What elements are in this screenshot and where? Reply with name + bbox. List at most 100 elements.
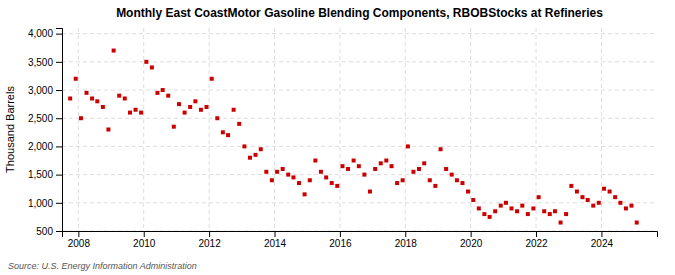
point: [613, 195, 617, 199]
point: [526, 212, 530, 216]
x-tick: 2008: [68, 231, 91, 249]
point: [303, 192, 307, 196]
point: [177, 102, 181, 106]
point: [433, 184, 437, 188]
point: [161, 88, 165, 92]
point: [493, 209, 497, 213]
y-tick-mark: [56, 146, 62, 147]
point: [264, 170, 268, 174]
point: [95, 99, 99, 103]
point: [630, 204, 634, 208]
point: [112, 49, 116, 53]
point: [401, 178, 405, 182]
point: [488, 215, 492, 219]
y-tick-mark: [56, 34, 62, 35]
y-tick-mark: [56, 203, 62, 204]
point: [193, 99, 197, 103]
y-tick-label: 2,500: [28, 113, 53, 124]
y-tick-label: 4,000: [28, 28, 53, 39]
point: [417, 167, 421, 171]
point: [352, 159, 356, 163]
y-tick: 3,500: [28, 57, 62, 68]
y-tick-mark: [56, 118, 62, 119]
point: [155, 91, 159, 95]
point: [335, 184, 339, 188]
x-axis-line: [63, 232, 658, 238]
point: [362, 173, 366, 177]
y-tick-label: 500: [36, 226, 53, 237]
x-tick-mark: [144, 231, 145, 237]
grid-line-x: [78, 28, 79, 231]
x-tick: 2020: [460, 231, 483, 249]
x-tick-label: 2018: [395, 238, 418, 249]
grid-line-y: [62, 174, 657, 175]
point: [215, 116, 219, 120]
point: [330, 181, 334, 185]
point: [537, 195, 541, 199]
point: [74, 77, 78, 81]
y-tick: 2,500: [28, 113, 62, 124]
point: [346, 167, 350, 171]
x-axis: 200820102012201420162018202020222024: [63, 231, 658, 249]
x-tick-mark: [405, 231, 406, 237]
grid-line-y: [62, 33, 657, 34]
point: [597, 201, 601, 205]
y-tick: 4,000: [28, 28, 62, 39]
point: [482, 212, 486, 216]
point: [270, 178, 274, 182]
grid-line-x: [274, 28, 275, 231]
point: [477, 206, 481, 210]
point: [520, 204, 524, 208]
grid-line-y: [62, 146, 657, 147]
point: [275, 170, 279, 174]
point: [139, 111, 143, 115]
point: [471, 198, 475, 202]
points: [68, 49, 639, 225]
x-tick: 2010: [133, 231, 156, 249]
point: [85, 91, 89, 95]
point: [428, 178, 432, 182]
point: [450, 173, 454, 177]
point: [357, 164, 361, 168]
plot-area: 2008201020122014201620182020202220245001…: [28, 28, 658, 249]
x-tick: 2018: [395, 231, 418, 249]
point: [242, 144, 246, 148]
y-tick: 1,500: [28, 169, 62, 180]
x-tick: 2014: [264, 231, 287, 249]
y-tick-mark: [56, 231, 62, 232]
x-tick-mark: [275, 231, 276, 237]
point: [117, 94, 121, 98]
point: [221, 130, 225, 134]
y-tick-mark: [56, 175, 62, 176]
y-tick-label: 2,000: [28, 141, 53, 152]
point: [128, 111, 132, 115]
grid-line-x: [405, 28, 406, 231]
point: [580, 195, 584, 199]
x-tick-label: 2014: [264, 238, 287, 249]
point: [166, 94, 170, 98]
point: [542, 209, 546, 213]
x-tick-label: 2010: [133, 238, 156, 249]
y-tick: 2,000: [28, 141, 62, 152]
point: [254, 153, 258, 157]
point: [90, 96, 94, 100]
point: [586, 198, 590, 202]
point: [390, 164, 394, 168]
point: [210, 77, 214, 81]
point: [411, 170, 415, 174]
point: [291, 175, 295, 179]
point: [608, 190, 612, 194]
point: [324, 175, 328, 179]
x-tick-label: 2016: [329, 238, 352, 249]
chart: 2008201020122014201620182020202220245001…: [0, 0, 675, 275]
point: [248, 156, 252, 160]
point: [602, 187, 606, 191]
x-tick-label: 2022: [525, 238, 548, 249]
point: [624, 206, 628, 210]
grid-line-y: [62, 118, 657, 119]
point: [188, 105, 192, 109]
point: [548, 212, 552, 216]
x-tick-mark: [340, 231, 341, 237]
y-axis-label: Thousand Barrels: [4, 86, 16, 173]
x-tick: 2016: [329, 231, 352, 249]
